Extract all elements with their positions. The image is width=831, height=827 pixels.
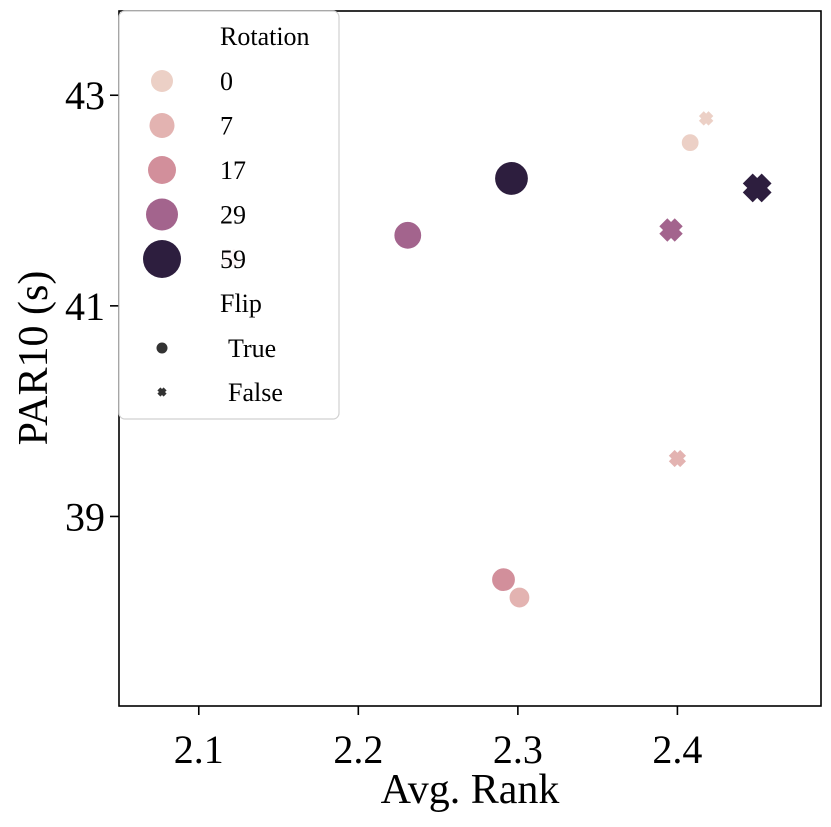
data-point-circle	[508, 586, 531, 609]
legend-label: False	[228, 378, 283, 407]
legend-marker-x	[155, 385, 169, 399]
legend-label: True	[228, 334, 276, 363]
data-point-circle	[493, 160, 530, 197]
x-tick-label: 2.3	[493, 727, 543, 772]
x-axis-label: Avg. Rank	[381, 767, 560, 813]
data-point-x	[697, 109, 716, 128]
y-tick-label: 39	[65, 494, 105, 539]
legend-swatch-circle	[143, 240, 181, 278]
data-point-x	[657, 216, 685, 244]
legend: Rotation 0 7 17 29 59 Flip True False	[118, 10, 340, 420]
x-axis: 2.1 2.2 2.3 2.4	[174, 706, 702, 772]
legend-swatch-circle	[148, 156, 176, 184]
y-axis: 39 41 43	[65, 73, 119, 539]
legend-label: 17	[220, 156, 246, 185]
x-tick-label: 2.2	[333, 727, 383, 772]
legend-swatch-circle	[149, 113, 175, 138]
legend-label: 59	[220, 245, 246, 274]
data-point-circle	[393, 220, 423, 250]
legend-label: 0	[220, 67, 233, 96]
legend-swatch-circle	[151, 70, 173, 92]
legend-hue-title: Rotation	[220, 22, 310, 51]
x-tick-label: 2.4	[652, 727, 702, 772]
y-axis-label: PAR10 (s)	[11, 271, 57, 446]
legend-box	[118, 10, 340, 420]
data-point-x	[741, 171, 774, 205]
legend-marker-circle	[156, 342, 168, 354]
y-tick-label: 43	[65, 73, 105, 118]
data-point-x	[667, 448, 688, 469]
y-tick-label: 41	[65, 284, 105, 329]
data-point-circle	[490, 567, 517, 593]
data-point-circle	[680, 133, 700, 153]
legend-label: 29	[220, 201, 246, 230]
x-tick-label: 2.1	[174, 727, 224, 772]
legend-style-title: Flip	[220, 289, 262, 318]
legend-label: 7	[220, 112, 233, 141]
legend-swatch-circle	[146, 198, 178, 231]
